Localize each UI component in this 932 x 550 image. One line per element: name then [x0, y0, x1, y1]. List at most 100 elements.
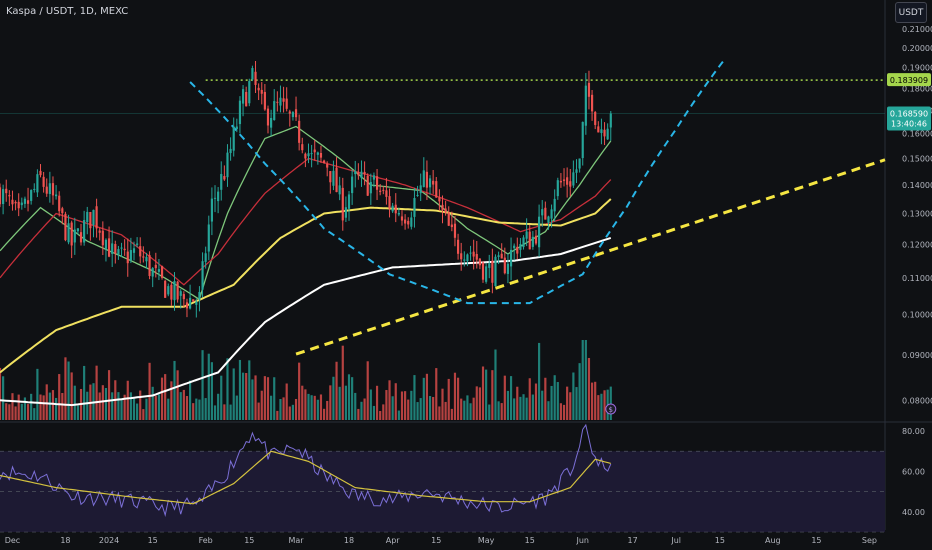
volume-bar [394, 383, 397, 420]
candle-body [506, 263, 510, 274]
rsi-tick-label: 80.00 [902, 427, 925, 436]
volume-bar [460, 398, 463, 420]
volume-bar [531, 394, 534, 420]
candle-body [332, 170, 335, 186]
volume-bar [391, 396, 394, 420]
candle-body [136, 243, 139, 245]
candle-body [422, 170, 425, 187]
candle-body [569, 181, 572, 187]
candle-body [307, 153, 310, 157]
candle-body [594, 112, 597, 125]
candle-body [301, 144, 304, 151]
volume-bar [173, 360, 176, 420]
y-tick-label: 0.180000 [902, 84, 932, 93]
volume-bar [594, 381, 597, 420]
candle-body [157, 269, 161, 272]
candles[interactable] [0, 60, 612, 318]
volume-bar [176, 370, 179, 420]
candle-body [481, 262, 485, 280]
volume-bar [335, 361, 338, 420]
candle-body [89, 211, 92, 229]
x-tick-label: 15 [811, 536, 821, 545]
volume-bar [39, 394, 42, 420]
candle-body [338, 185, 341, 195]
candle-body [26, 200, 30, 204]
y-tick-label: 0.150000 [902, 154, 932, 163]
volume-bar [263, 376, 266, 420]
candle-body [2, 189, 5, 204]
candle-body [58, 195, 61, 212]
candle-body [360, 171, 363, 178]
volume-bar [544, 377, 547, 420]
candle-body [322, 160, 326, 163]
candle-body [279, 97, 282, 106]
volume-bar [139, 390, 142, 420]
volume-bar [251, 379, 254, 420]
candle-body [79, 232, 83, 243]
volume-bar [413, 375, 416, 420]
candle-body [167, 286, 170, 295]
volume-bar [291, 404, 295, 420]
volume-bar [307, 393, 310, 420]
candle-body [404, 219, 407, 224]
volume-bar [160, 377, 164, 420]
candle-body [260, 89, 263, 94]
resistance-price-tag [887, 73, 931, 87]
rsi-pane[interactable] [0, 423, 885, 533]
unit-button[interactable]: USDT [895, 2, 927, 23]
candle-body [129, 250, 132, 261]
volume-bar [587, 357, 591, 420]
candle-body [179, 291, 182, 296]
candle-body [120, 247, 123, 249]
candle-body [522, 237, 525, 248]
drawings[interactable] [0, 60, 886, 356]
candle-body [500, 253, 503, 259]
candle-body [435, 181, 438, 198]
candle-body [531, 236, 534, 247]
volume-bar [167, 398, 170, 420]
x-tick-label: 2024 [99, 536, 119, 545]
volume-bar [562, 404, 566, 420]
x-tick-label: Dec [5, 536, 20, 545]
candle-body [497, 255, 500, 257]
volume-bar [432, 396, 435, 420]
volume-bar [111, 392, 114, 420]
candle-body [61, 208, 64, 214]
volume-bar [55, 397, 58, 420]
candle-body [525, 231, 528, 239]
candle-body [20, 202, 23, 206]
volume-bar [338, 386, 341, 420]
volume-bar [553, 375, 556, 420]
candle-body [475, 253, 478, 260]
candle-body [419, 185, 422, 194]
y-tick-label: 0.080000 [902, 396, 932, 405]
candle-body [51, 183, 55, 196]
candle-body [597, 126, 600, 133]
volume-bar [14, 406, 17, 420]
volume-bar [425, 373, 429, 420]
volume-bar [566, 386, 569, 420]
candle-body [33, 188, 36, 190]
volume-bar [379, 411, 382, 420]
volume-bar [107, 370, 111, 420]
volume-bar [407, 399, 410, 420]
candle-body [241, 89, 245, 104]
candle-body [329, 171, 332, 183]
candle-body [354, 171, 357, 175]
volume-bar [83, 365, 86, 420]
volume-bar [453, 372, 457, 420]
candle-body [285, 98, 288, 109]
last-price-label: 0.168590 [890, 110, 928, 119]
volume-bar [575, 387, 578, 420]
trend-line [295, 158, 886, 356]
cup-curve [189, 60, 724, 305]
candle-body [400, 216, 404, 221]
candle-body [553, 198, 556, 212]
y-tick-label: 0.210000 [902, 25, 932, 34]
volume-bar [26, 404, 30, 420]
volume-bar [397, 410, 400, 420]
volume-bar [494, 349, 497, 420]
volume-bar [5, 403, 8, 420]
